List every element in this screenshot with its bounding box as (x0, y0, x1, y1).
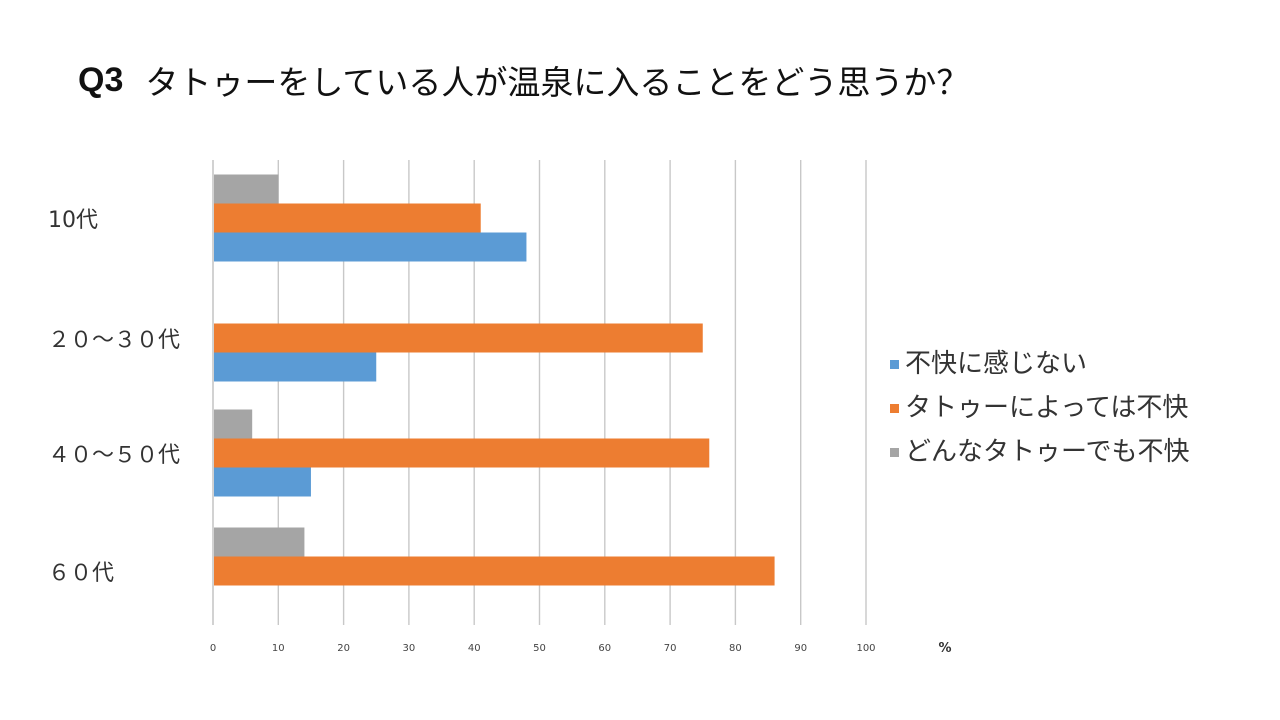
question-text: タトゥーをしている人が温泉に入ることをどう思うか？ (145, 63, 970, 102)
legend-item: タトゥーによっては不快 (890, 386, 1270, 430)
x-tick-label: 50 (533, 643, 546, 654)
question-title: Q3 タトゥーをしている人が温泉に入ることをどう思うか？ (78, 58, 970, 103)
bar-gray (214, 527, 305, 557)
bar-orange (214, 203, 481, 233)
bar-gray (214, 409, 253, 439)
y-category-label: ２０〜３０代 (48, 328, 180, 353)
x-tick-label: 80 (729, 643, 742, 654)
bar-blue (214, 467, 311, 497)
legend-swatch (890, 359, 899, 369)
x-tick-label: 10 (272, 643, 285, 654)
legend-label: どんなタトゥーでも不快 (905, 437, 1190, 467)
y-category-label: ６０代 (48, 561, 114, 586)
x-tick-label: 30 (403, 643, 416, 654)
x-tick-label: 20 (337, 643, 350, 654)
x-tick-label: 0 (210, 643, 216, 654)
x-tick-label: 90 (794, 643, 807, 654)
bar-blue (214, 352, 377, 382)
x-axis-unit-label: % (938, 641, 951, 656)
y-category-label: 10代 (48, 208, 98, 233)
legend-swatch (890, 403, 899, 413)
bar-gray (214, 174, 279, 204)
x-tick-label: 100 (856, 643, 875, 654)
bar-blue (214, 232, 527, 262)
legend-label: タトゥーによっては不快 (905, 393, 1189, 423)
x-tick-label: 70 (664, 643, 677, 654)
legend-swatch (890, 447, 899, 457)
legend-label: 不快に感じない (905, 349, 1088, 379)
x-tick-label: 40 (468, 643, 481, 654)
legend-item: 不快に感じない (890, 342, 1270, 386)
y-category-label: ４０〜５０代 (48, 443, 180, 468)
bar-orange (214, 556, 775, 586)
bar-orange (214, 323, 703, 353)
legend-item: どんなタトゥーでも不快 (890, 430, 1270, 474)
question-number: Q3 (78, 60, 124, 99)
bar-orange (214, 438, 710, 468)
chart-legend: 不快に感じない タトゥーによっては不快 どんなタトゥーでも不快 (890, 342, 1270, 474)
x-tick-label: 60 (598, 643, 611, 654)
